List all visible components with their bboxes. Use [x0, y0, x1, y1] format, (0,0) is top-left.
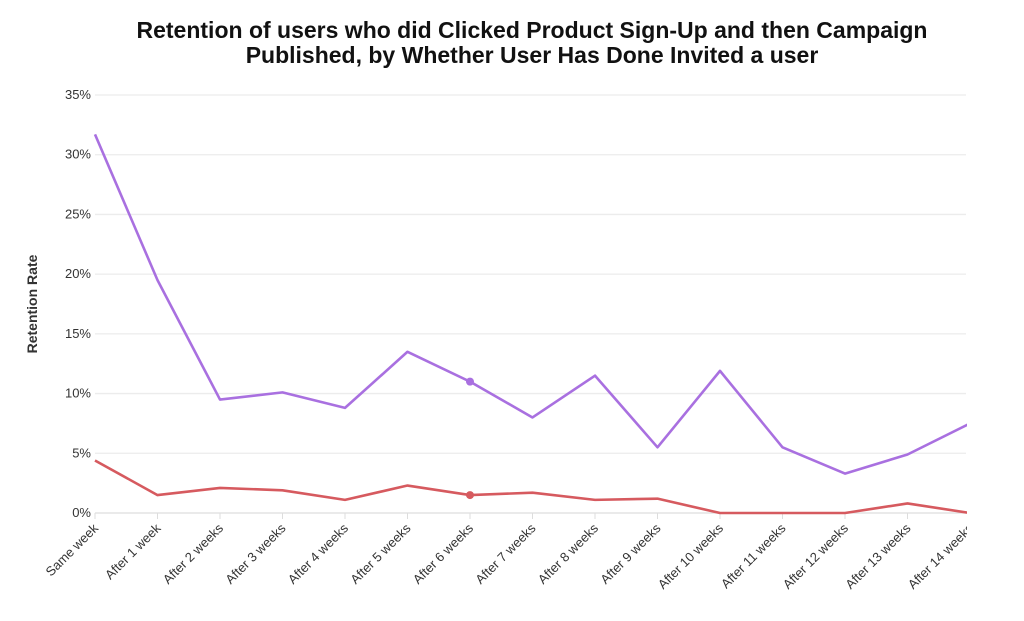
chart-title-line-1: Retention of users who did Clicked Produ… [136, 17, 928, 43]
x-tick-label: After 2 weeks [160, 520, 227, 587]
series-lines [93, 133, 967, 515]
x-tick-label: After 14 weeks [905, 520, 977, 592]
y-axis-label: Retention Rate [24, 254, 40, 353]
x-tick-label: After 6 weeks [410, 520, 477, 587]
y-tick-label: 30% [65, 147, 91, 162]
chart-title-line-2: Published, by Whether User Has Done Invi… [245, 42, 819, 68]
y-tick-label: 10% [65, 386, 91, 401]
x-tick-label: After 4 weeks [285, 520, 352, 587]
x-tick-label: After 8 weeks [535, 520, 602, 587]
gridlines [95, 94, 966, 514]
y-tick-label: 20% [65, 266, 91, 281]
x-tick-label: After 12 weeks [780, 520, 852, 592]
x-tick-label: After 11 weeks [718, 520, 789, 591]
series-1-line [93, 133, 967, 475]
y-tick-label: 0% [72, 505, 91, 520]
series-2-highlight-point[interactable] [466, 491, 474, 500]
x-tick-label: After 1 week [102, 520, 164, 582]
y-tick-label: 5% [72, 445, 91, 460]
x-tick-label: After 7 weeks [472, 520, 539, 587]
x-tick-label: Same week [42, 520, 101, 579]
chart-title: Retention of users who did Clicked Produ… [0, 18, 1024, 68]
y-tick-label: 35% [65, 87, 91, 102]
x-tick-label: After 3 weeks [222, 520, 289, 587]
x-tick-label: After 13 weeks [842, 520, 914, 592]
y-tick-label: 25% [65, 206, 91, 221]
y-axis-ticks: 0% 5% 10% 15% 20% 25% 30% 35% [65, 87, 91, 520]
x-tick-label: After 5 weeks [347, 520, 414, 587]
series-1-highlight-point[interactable] [466, 377, 474, 386]
x-tick-label: After 10 weeks [655, 520, 727, 592]
y-tick-label: 15% [65, 326, 91, 341]
series-2-line [94, 459, 967, 515]
x-tick-label: After 9 weeks [597, 520, 664, 587]
